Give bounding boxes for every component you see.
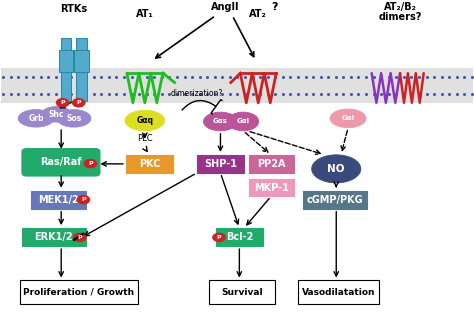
FancyBboxPatch shape	[299, 281, 379, 304]
Ellipse shape	[18, 110, 54, 127]
Text: Survival: Survival	[221, 288, 263, 297]
Text: dimerization?: dimerization?	[171, 89, 223, 98]
FancyBboxPatch shape	[249, 179, 294, 196]
Text: P: P	[77, 235, 82, 240]
Text: NO: NO	[328, 164, 345, 174]
Text: Gαi: Gαi	[237, 119, 250, 125]
Circle shape	[84, 159, 97, 168]
FancyBboxPatch shape	[31, 191, 86, 209]
Text: Gαq: Gαq	[137, 116, 154, 125]
FancyBboxPatch shape	[216, 228, 263, 246]
Text: PKC: PKC	[139, 159, 160, 169]
Text: AT₂/B₂: AT₂/B₂	[383, 3, 417, 12]
Ellipse shape	[203, 112, 237, 131]
Text: MKP-1: MKP-1	[254, 183, 289, 193]
FancyBboxPatch shape	[249, 155, 294, 173]
Circle shape	[56, 99, 69, 107]
Ellipse shape	[228, 112, 259, 131]
Text: P: P	[217, 235, 221, 240]
Text: AT₁: AT₁	[136, 9, 154, 19]
FancyBboxPatch shape	[19, 281, 138, 304]
Text: Shc: Shc	[49, 110, 64, 119]
Bar	[74, 50, 89, 72]
Text: PP2A: PP2A	[257, 159, 285, 169]
Text: Gαs: Gαs	[213, 119, 228, 125]
FancyBboxPatch shape	[126, 155, 173, 173]
Text: RTKs: RTKs	[60, 4, 88, 14]
Circle shape	[73, 99, 85, 107]
FancyBboxPatch shape	[303, 191, 367, 209]
Text: Proliferation / Growth: Proliferation / Growth	[23, 288, 134, 297]
Ellipse shape	[312, 155, 361, 183]
Ellipse shape	[41, 107, 72, 122]
Text: PLC: PLC	[137, 134, 153, 143]
Text: P: P	[88, 161, 93, 166]
Bar	[59, 50, 73, 72]
Ellipse shape	[330, 109, 366, 128]
Bar	[76, 38, 87, 100]
Bar	[0, 68, 474, 103]
Text: ?: ?	[272, 3, 278, 12]
Text: Gαi: Gαi	[341, 115, 355, 121]
FancyBboxPatch shape	[209, 281, 275, 304]
FancyBboxPatch shape	[197, 155, 244, 173]
Text: AT₂: AT₂	[249, 9, 267, 19]
Text: P: P	[76, 100, 81, 105]
Text: Bcl-2: Bcl-2	[226, 232, 253, 242]
Text: dimers?: dimers?	[378, 12, 422, 22]
Circle shape	[213, 233, 225, 242]
Text: MEK1/2: MEK1/2	[38, 195, 79, 205]
Text: P: P	[60, 100, 65, 105]
FancyBboxPatch shape	[22, 228, 86, 246]
Text: P: P	[81, 197, 86, 202]
Text: Grb: Grb	[28, 114, 44, 123]
Text: Vasodilatation: Vasodilatation	[302, 288, 375, 297]
Text: Ras/Raf: Ras/Raf	[40, 157, 82, 167]
Ellipse shape	[125, 110, 164, 131]
Text: SHP-1: SHP-1	[204, 159, 237, 169]
Text: ERK1/2: ERK1/2	[35, 232, 73, 242]
Bar	[61, 38, 71, 100]
FancyBboxPatch shape	[22, 149, 100, 176]
Circle shape	[73, 233, 86, 242]
Text: Sos: Sos	[66, 114, 82, 123]
Text: cGMP/PKG: cGMP/PKG	[307, 195, 364, 205]
Ellipse shape	[57, 110, 91, 127]
Text: AngII: AngII	[211, 3, 239, 12]
Circle shape	[77, 196, 90, 204]
